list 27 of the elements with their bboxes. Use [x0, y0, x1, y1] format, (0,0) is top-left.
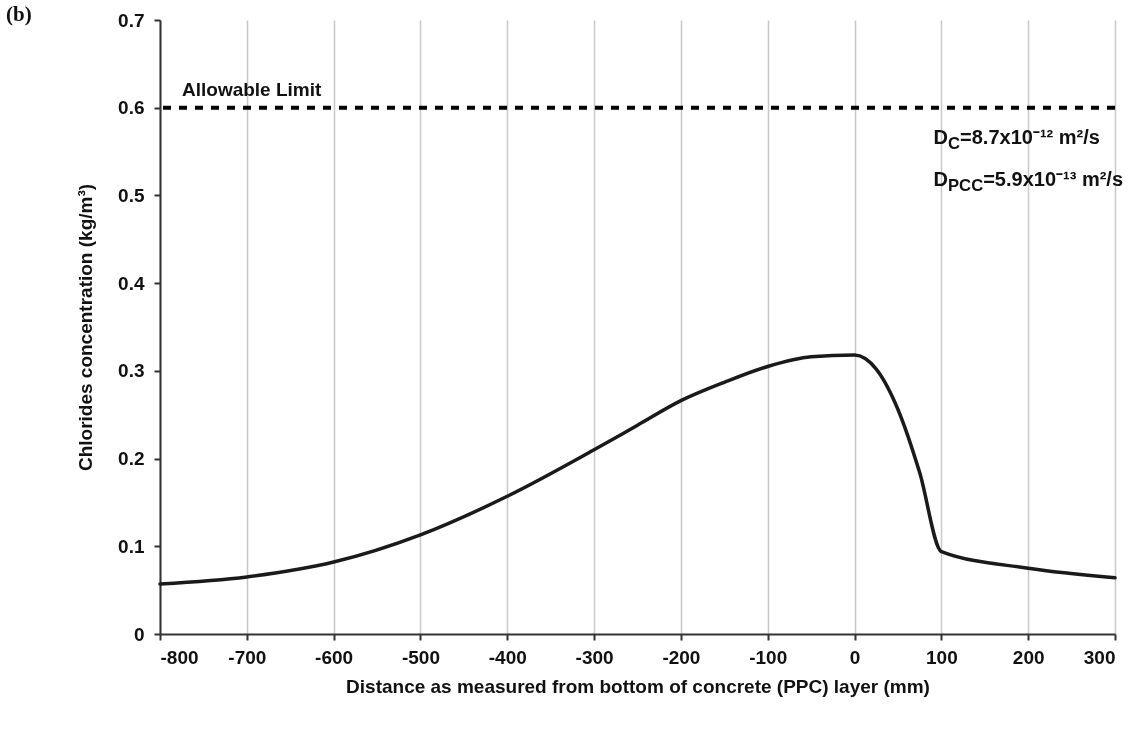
x-tick-label: 300	[1083, 646, 1116, 668]
y-tick-label: 0.2	[118, 448, 145, 470]
y-tick-label: 0.7	[118, 9, 145, 31]
y-tick-label: 0.5	[118, 184, 145, 206]
y-tick-label: 0.3	[118, 360, 145, 382]
x-tick-label: -400	[488, 646, 527, 668]
y-tick-label: 0.1	[118, 535, 145, 557]
x-tick-label: -500	[401, 646, 440, 668]
x-tick-label: -600	[315, 646, 354, 668]
chart-title: (b)	[6, 2, 32, 27]
x-tick-label: -200	[662, 646, 701, 668]
x-tick-label: 100	[926, 646, 958, 668]
y-tick-label: 0	[133, 623, 145, 645]
x-tick-label: -100	[749, 646, 788, 668]
y-tick-label: 0.6	[118, 97, 145, 119]
x-tick-label: -700	[228, 646, 267, 668]
x-axis-title: Distance as measured from bottom of concrete (PPC) layer (mm)	[346, 675, 930, 697]
ref-line-label: Allowable Limit	[182, 78, 323, 100]
annotation: D$_{PCC}$=5.9x10⁻¹³ m²/s	[933, 166, 1124, 196]
x-tick-label: 0	[849, 646, 861, 668]
line-series	[158, 353, 1117, 586]
x-tick-label: -800	[160, 646, 199, 668]
x-tick-label: 200	[1012, 646, 1045, 668]
annotation: D$_{C}$=8.7x10⁻¹² m²/s	[933, 124, 1100, 154]
y-tick-label: 0.4	[118, 272, 145, 294]
x-tick-label: -300	[575, 646, 614, 668]
y-axis-title: Chlorides concentration (kg/m³)	[75, 183, 97, 472]
